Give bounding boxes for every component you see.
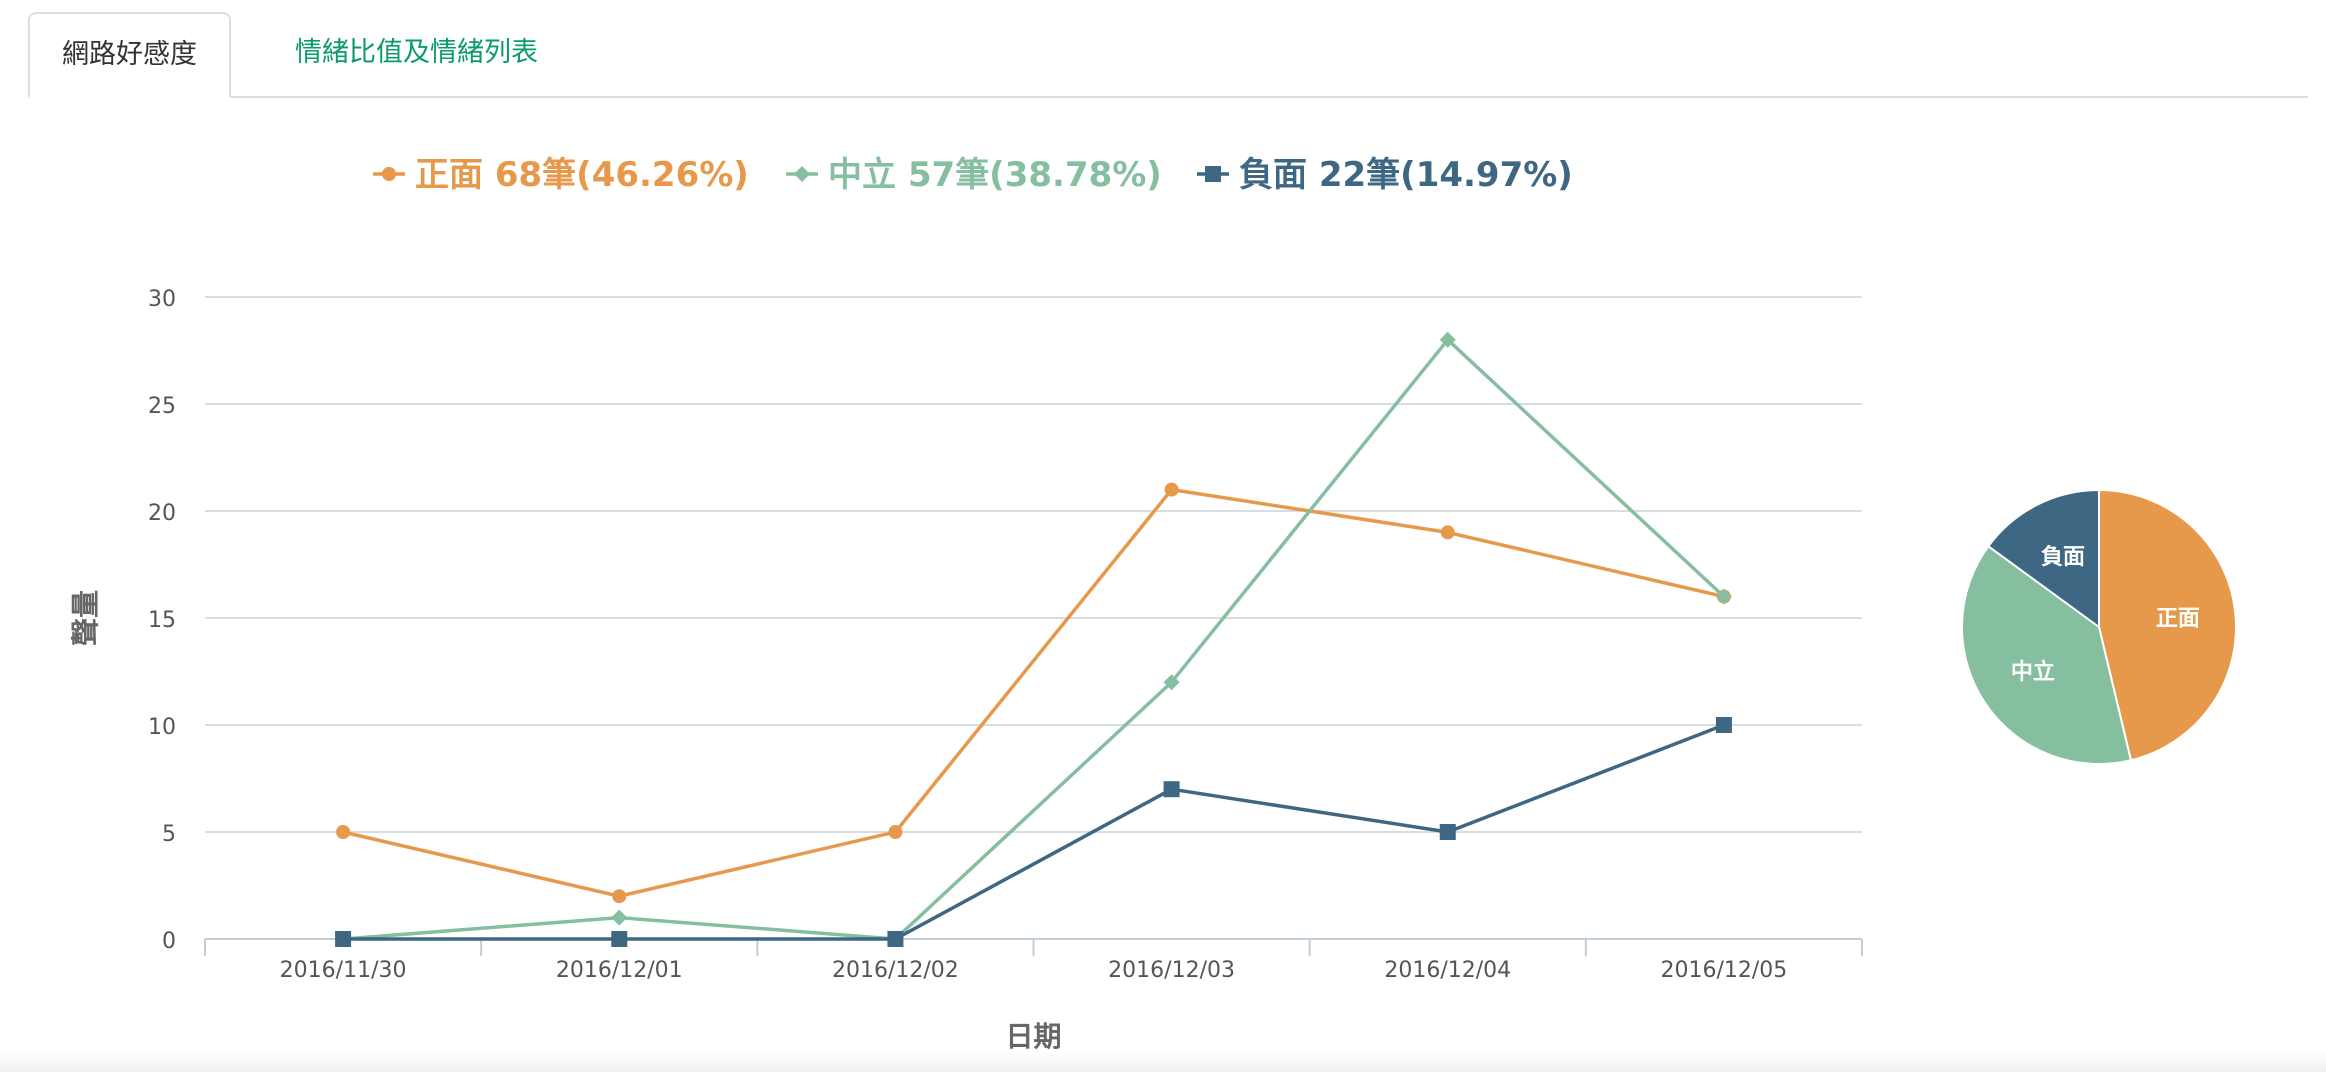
data-point-diamond: [794, 166, 810, 182]
series-line-neutral: [342, 338, 1726, 941]
x-tick-label: 2016/12/04: [1384, 958, 1511, 983]
data-point-square: [1439, 824, 1456, 840]
data-point-circle: [382, 167, 396, 181]
series-line-negative: [343, 723, 1725, 941]
y-tick-label: 15: [148, 608, 176, 633]
pie-slice-negative: [1986, 488, 2100, 629]
tab-sentiment-ratio-list[interactable]: 情緒比值及情緒列表: [295, 37, 538, 68]
bottom-fade: [0, 1052, 2326, 1072]
x-tick-label: 2016/12/02: [832, 958, 959, 983]
grid-lines: [205, 296, 1862, 833]
data-point-diamond: [1715, 588, 1732, 605]
y-tick-label: 10: [148, 715, 176, 740]
legend-label-negative: 負面 22筆(14.97%): [1239, 155, 1573, 195]
tab-network-favorability[interactable]: 網路好感度: [28, 12, 231, 98]
pie-label-neutral: 中立: [2011, 659, 2055, 685]
data-point-square: [1163, 781, 1180, 798]
data-point-square: [887, 931, 904, 947]
data-point-square: [1205, 166, 1221, 182]
pie-slice-positive: [2098, 488, 2237, 762]
data-point-square: [1715, 717, 1732, 733]
y-tick-label: 25: [148, 394, 176, 419]
series-line-positive: [342, 487, 1725, 898]
data-point-circle: [1164, 482, 1179, 497]
data-point-square: [335, 931, 352, 947]
pie-label-positive: 正面: [2156, 607, 2200, 632]
data-point-square: [611, 931, 628, 947]
data-point-circle: [336, 825, 351, 839]
axes: 0 5 10 15 20 25 30 2016/11/30 2016/12/01 2016/12/…: [69, 287, 1863, 1053]
series-layer: [335, 331, 1732, 947]
pie-slice-neutral: [1961, 544, 2133, 765]
x-tick-label: 2016/12/03: [1108, 958, 1235, 983]
x-tick-label: 2016/12/01: [556, 958, 683, 983]
y-tick-label: 20: [148, 501, 176, 526]
x-tick-label: 2016/12/05: [1661, 958, 1788, 983]
data-point-diamond: [1163, 674, 1180, 691]
data-point-diamond: [611, 909, 628, 926]
y-tick-label: 5: [162, 822, 176, 847]
legend: 正面 68筆(46.26%) 中立 57筆(38.78%) 負面 22筆(14.97…: [373, 155, 1573, 195]
y-axis-title: 聲量: [69, 590, 102, 646]
data-point-circle: [888, 825, 903, 839]
legend-label-neutral: 中立 57筆(38.78%): [828, 155, 1162, 195]
tab-bar: 網路好感度 情緒比值及情緒列表: [28, 12, 2308, 98]
x-axis-title: 日期: [1005, 1020, 1061, 1053]
y-tick-label: 0: [162, 929, 176, 954]
x-tick-label: 2016/11/30: [280, 958, 407, 983]
y-tick-label: 30: [148, 287, 176, 312]
legend-label-positive: 正面 68筆(46.26%): [415, 155, 749, 195]
pie-label-negative: 負面: [2041, 544, 2085, 570]
data-point-circle: [612, 889, 627, 904]
data-point-circle: [1440, 525, 1455, 540]
data-point-diamond: [1439, 331, 1456, 348]
